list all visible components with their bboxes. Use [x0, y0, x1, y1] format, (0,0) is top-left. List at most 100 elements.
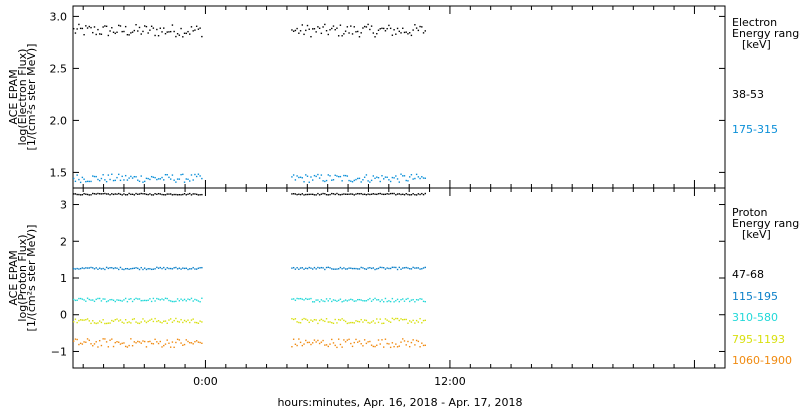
data-point-proton-3 [168, 319, 170, 321]
data-point-electron-0 [112, 31, 115, 33]
data-point-electron-0 [303, 33, 305, 36]
data-point-electron-1 [144, 180, 146, 183]
data-point-proton-0 [393, 192, 395, 195]
data-point-proton-2 [402, 298, 404, 300]
data-point-electron-1 [88, 180, 90, 183]
data-point-proton-2 [140, 299, 142, 302]
data-point-proton-3 [195, 321, 198, 324]
data-point-electron-1 [95, 175, 97, 178]
data-point-proton-0 [164, 194, 167, 196]
data-point-proton-0 [422, 193, 425, 196]
data-point-proton-1 [131, 267, 134, 270]
data-point-proton-4 [102, 338, 104, 340]
data-point-electron-0 [341, 35, 343, 37]
data-point-proton-3 [389, 321, 392, 323]
data-point-proton-1 [292, 266, 295, 269]
data-point-electron-0 [194, 29, 196, 31]
data-point-proton-3 [192, 318, 194, 320]
data-point-electron-0 [105, 25, 108, 28]
data-point-proton-2 [176, 298, 179, 300]
data-point-proton-3 [370, 321, 373, 323]
data-point-proton-3 [98, 320, 101, 322]
data-point-proton-4 [135, 342, 137, 344]
data-point-electron-0 [88, 25, 90, 28]
data-point-electron-0 [369, 28, 371, 31]
data-point-proton-2 [183, 298, 186, 301]
legend-title-proton: Energy ranges [732, 217, 800, 230]
data-point-proton-3 [90, 322, 92, 325]
data-point-proton-0 [405, 193, 407, 195]
data-point-electron-1 [185, 178, 187, 180]
data-point-proton-1 [318, 267, 321, 269]
data-point-proton-0 [195, 193, 198, 196]
data-point-proton-3 [116, 318, 118, 320]
data-point-proton-1 [149, 268, 151, 270]
data-point-proton-1 [384, 268, 387, 270]
data-point-proton-1 [171, 268, 174, 270]
data-point-proton-4 [337, 338, 340, 340]
data-point-proton-4 [343, 339, 345, 341]
data-point-proton-0 [182, 193, 184, 196]
data-point-electron-1 [171, 174, 174, 176]
data-point-electron-1 [157, 178, 160, 180]
data-point-proton-2 [341, 301, 343, 303]
data-point-proton-0 [350, 193, 352, 195]
data-point-electron-1 [303, 181, 305, 183]
data-point-electron-0 [419, 25, 421, 28]
data-point-proton-1 [383, 267, 385, 269]
data-point-proton-4 [109, 339, 111, 341]
data-point-proton-0 [131, 193, 134, 195]
data-point-proton-0 [74, 193, 77, 195]
data-point-proton-0 [98, 193, 101, 195]
data-point-proton-0 [76, 193, 78, 196]
data-point-proton-2 [318, 300, 321, 303]
data-point-electron-0 [317, 26, 319, 28]
data-point-proton-2 [308, 298, 310, 300]
data-point-proton-2 [417, 299, 420, 301]
data-point-proton-4 [133, 341, 136, 343]
data-point-proton-1 [320, 266, 323, 269]
data-point-proton-0 [398, 193, 400, 195]
data-point-proton-2 [81, 298, 84, 300]
data-point-electron-1 [365, 174, 368, 176]
data-point-electron-1 [78, 178, 80, 181]
data-point-proton-0 [147, 193, 149, 196]
data-point-electron-0 [123, 30, 125, 33]
data-point-proton-2 [169, 300, 172, 302]
data-point-proton-4 [405, 344, 407, 346]
data-point-proton-3 [140, 321, 142, 323]
data-point-electron-1 [370, 179, 373, 182]
data-point-electron-1 [305, 174, 307, 176]
data-point-proton-0 [161, 193, 163, 196]
data-point-proton-0 [201, 193, 203, 196]
data-point-proton-3 [119, 319, 122, 321]
data-point-electron-1 [124, 174, 127, 177]
data-point-proton-0 [130, 193, 132, 196]
data-point-proton-1 [348, 267, 350, 269]
data-point-proton-2 [310, 297, 312, 300]
data-point-proton-3 [400, 318, 402, 320]
data-point-proton-1 [391, 266, 394, 269]
data-point-electron-1 [137, 179, 139, 181]
data-point-proton-2 [303, 299, 305, 301]
data-point-proton-0 [183, 193, 186, 195]
data-point-proton-3 [173, 319, 175, 322]
data-point-electron-1 [344, 174, 347, 177]
data-point-proton-1 [157, 267, 160, 269]
data-point-electron-0 [386, 27, 388, 30]
data-point-proton-1 [78, 268, 80, 270]
data-point-electron-1 [79, 181, 82, 184]
data-point-proton-1 [112, 267, 115, 270]
data-point-proton-4 [344, 341, 347, 343]
data-point-proton-4 [161, 346, 163, 348]
data-point-proton-4 [379, 343, 381, 345]
data-point-proton-4 [97, 346, 99, 348]
data-point-proton-0 [105, 193, 108, 195]
data-point-electron-1 [388, 179, 390, 181]
data-point-proton-4 [353, 341, 355, 344]
data-point-proton-3 [422, 319, 425, 322]
data-point-proton-0 [374, 193, 376, 195]
data-point-proton-3 [76, 321, 78, 324]
data-point-proton-4 [107, 346, 110, 348]
